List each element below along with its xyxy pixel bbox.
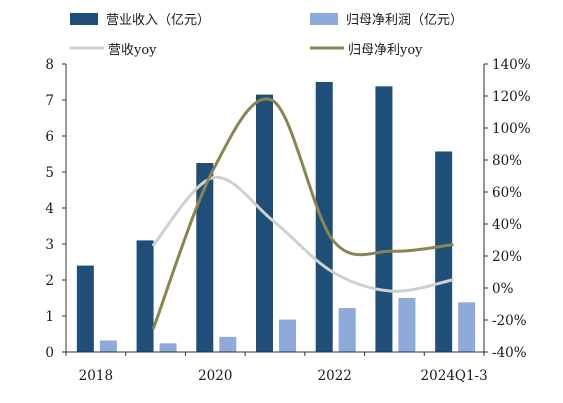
right-tick-label: -40% xyxy=(492,345,527,361)
legend-item-3: 营收yoy xyxy=(70,43,157,58)
legend-label: 归母净利润（亿元） xyxy=(346,13,463,28)
profit-bar-2019 xyxy=(159,343,177,352)
legend-label: 营业收入（亿元） xyxy=(106,13,210,28)
revenue-bar-2018 xyxy=(76,265,94,352)
legend-swatch xyxy=(310,13,338,25)
left-tick-label: 2 xyxy=(45,273,54,289)
axes-layer: 0 1 2 3 4 5 6 7 8 -40% -20% 0% 20% 40% 60% 80% 100% 120% 1… xyxy=(45,57,530,384)
bars-layer xyxy=(76,82,476,352)
left-tick-label: 5 xyxy=(45,165,54,181)
right-tick-label: 20% xyxy=(492,249,522,265)
right-tick-label: 120% xyxy=(492,89,531,105)
left-tick-label: 0 xyxy=(45,345,54,361)
legend-label: 归母净利yoy xyxy=(348,43,423,58)
profit-bar-2022 xyxy=(338,308,356,352)
x-tick-label: 2020 xyxy=(198,368,232,384)
right-tick-label: 80% xyxy=(492,153,522,169)
legend-item-4: 归母净利yoy xyxy=(310,43,423,58)
left-tick-label: 7 xyxy=(45,93,54,109)
profit-bar-2021 xyxy=(279,319,296,352)
revenue-bar-2019 xyxy=(136,240,154,352)
left-tick-label: 3 xyxy=(45,237,54,253)
x-tick-label: 2022 xyxy=(318,368,352,384)
revenue-yoy-line xyxy=(152,175,454,293)
profit-bar-2024Q1-3 xyxy=(458,302,476,352)
x-tick-label: 2018 xyxy=(79,368,113,384)
left-tick-label: 8 xyxy=(45,57,54,73)
right-tick-label: 0% xyxy=(492,281,514,297)
revenue-bar-2024Q1-3 xyxy=(435,151,453,352)
revenue-bar-2023 xyxy=(375,86,393,352)
right-tick-label: 60% xyxy=(492,185,522,201)
profit-bar-2018 xyxy=(99,340,117,352)
revenue-bar-2022 xyxy=(315,82,333,352)
profit-yoy-line xyxy=(152,97,454,330)
lines-layer xyxy=(152,97,454,330)
right-tick-label: -20% xyxy=(492,313,527,329)
profit-bar-2020 xyxy=(219,336,237,352)
revenue-bar-2021 xyxy=(256,94,273,352)
revenue-bar-2020 xyxy=(196,163,214,352)
profit-bar-2023 xyxy=(398,298,416,352)
left-tick-label: 6 xyxy=(45,129,54,145)
x-tick-label: 2024Q1-3 xyxy=(421,368,488,384)
right-tick-label: 100% xyxy=(492,121,531,137)
legend-label: 营收yoy xyxy=(108,43,157,58)
legend-swatch xyxy=(70,13,98,25)
legend: 营业收入（亿元） 归母净利润（亿元） 营收yoy 归母净利yoy xyxy=(70,13,463,58)
right-tick-label: 40% xyxy=(492,217,522,233)
left-tick-label: 1 xyxy=(45,309,54,325)
right-tick-label: 140% xyxy=(492,57,531,73)
left-tick-label: 4 xyxy=(45,201,54,217)
legend-item-1: 营业收入（亿元） xyxy=(70,13,210,28)
legend-item-2: 归母净利润（亿元） xyxy=(310,13,463,28)
